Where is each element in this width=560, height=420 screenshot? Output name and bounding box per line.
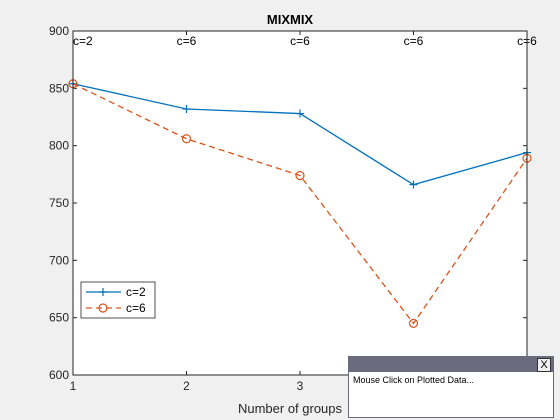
y-tick-label: 650 [49,311,69,325]
y-tick-label: 700 [49,253,69,267]
chart-title: MIXMIX [267,12,314,27]
x-tick-label: 3 [297,379,304,393]
x-axis-label: Number of groups [238,401,343,416]
y-tick-label: 750 [49,196,69,210]
x-tick-label: 2 [183,379,190,393]
series-line[interactable] [72,83,528,325]
axis-ticks: 1 2 3 600 650 700 750 800 850 900 [49,24,528,393]
legend-marker [98,303,108,313]
point-annotation: c=6 [404,34,424,48]
legend[interactable]: c=2c=6 [80,281,156,319]
point-annotation: c=6 [290,34,310,48]
data-point[interactable] [408,318,419,328]
data-point[interactable] [296,109,304,118]
data-cursor-popup[interactable]: X Mouse Click on Plotted Data... [348,356,554,418]
point-annotation: c=2 [73,34,93,48]
x-tick-label: 1 [70,379,77,393]
axes-frame [72,30,528,376]
y-tick-label: 900 [49,24,69,38]
y-tick-label: 850 [49,81,69,95]
legend-box [80,281,156,319]
data-point[interactable] [409,180,418,189]
popup-message: Mouse Click on Plotted Data... [353,375,475,385]
popup-close-button[interactable]: X [537,358,551,372]
plot-area [73,31,527,375]
legend-entry: c=2 [126,285,146,299]
y-tick-label: 600 [49,368,69,382]
legend-marker [99,288,107,296]
point-annotations: c=2 c=6 c=6 c=6 c=6 [73,34,537,48]
data-point[interactable] [295,170,305,181]
point-annotation: c=6 [177,34,197,48]
popup-title-bar[interactable]: X [349,357,553,372]
legend-entry: c=6 [126,301,146,315]
data-point[interactable] [182,104,191,113]
data-point[interactable] [181,134,192,144]
y-tick-label: 800 [49,139,69,153]
